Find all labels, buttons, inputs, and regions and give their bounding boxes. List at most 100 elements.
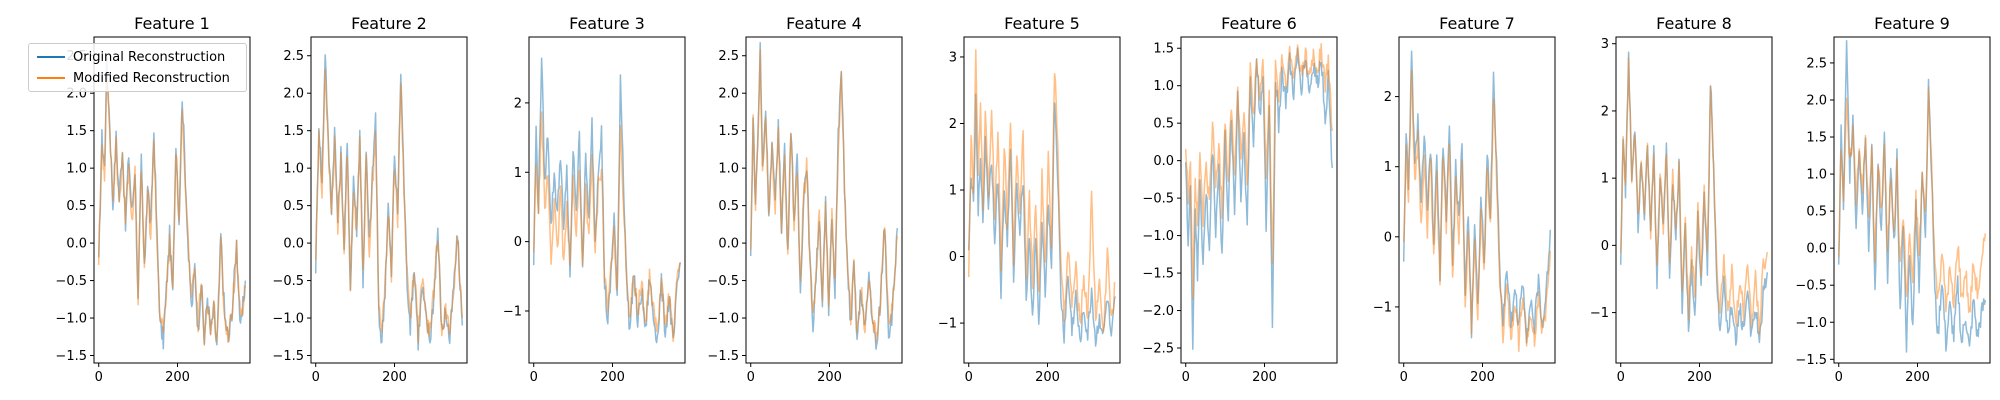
- series-group: [1184, 43, 1334, 351]
- plot-frame: [1833, 36, 1991, 364]
- y-tick-label: −1: [1373, 300, 1392, 315]
- x-tick-label: 0: [1182, 370, 1190, 385]
- series-line-modified: [1619, 56, 1769, 336]
- y-tick-label: −1.5: [707, 349, 739, 364]
- y-tick-label: 1.5: [718, 124, 739, 139]
- y-tick-label: −1: [938, 317, 957, 332]
- x-tick-label: 200: [1905, 370, 1930, 385]
- y-tick-label: 0: [949, 250, 957, 265]
- subplot-title: Feature 8: [1656, 14, 1732, 33]
- y-tick-label: 2.5: [1806, 56, 1827, 71]
- y-tick-label: 1: [1384, 160, 1392, 175]
- series-line-modified: [532, 111, 681, 343]
- series-line-original: [532, 57, 682, 344]
- series-group: [1837, 40, 1987, 353]
- subplot-title: Feature 5: [1004, 14, 1080, 33]
- y-tick-label: 0.5: [1806, 205, 1827, 220]
- y-tick-label: 1.5: [66, 124, 87, 139]
- y-tick-label: −0.5: [1795, 279, 1827, 294]
- subplot-title: Feature 3: [569, 14, 645, 33]
- series-group: [314, 54, 464, 351]
- y-tick-label: −1.0: [1142, 229, 1174, 244]
- y-tick-label: 2: [1384, 90, 1392, 105]
- x-tick-label: 0: [747, 370, 755, 385]
- y-tick-label: 0.0: [283, 237, 304, 252]
- y-tick-label: 1.5: [283, 124, 304, 139]
- y-tick-label: 2.5: [283, 49, 304, 64]
- y-tick-label: 0.5: [718, 199, 739, 214]
- legend-entry-modified: Modified Reconstruction: [37, 69, 230, 87]
- subplot-4: 0 200 −1.5 −1.0 −0.5 0.0 0.5 1.0 1.5 2.0 2.5 Featur…: [707, 14, 903, 385]
- subplot-title: Feature 2: [351, 14, 427, 33]
- series-line-modified: [1837, 86, 1987, 314]
- y-tick-label: 1.5: [1153, 42, 1174, 57]
- subplot-6: 0 200 −2.5 −2.0 −1.5 −1.0 −0.5 0.0 0.5 1.0 1.5 Feat…: [1142, 14, 1338, 385]
- y-tick-label: 2: [514, 96, 522, 111]
- y-tick-label: −1.0: [707, 312, 739, 327]
- x-tick-label: 0: [1400, 370, 1408, 385]
- series-line-original: [1619, 51, 1769, 346]
- y-tick-label: 1.0: [1153, 79, 1174, 94]
- x-tick-label: 200: [382, 370, 407, 385]
- x-tick-label: 200: [600, 370, 625, 385]
- legend-label-modified: Modified Reconstruction: [73, 70, 230, 86]
- series-line-modified: [1184, 43, 1334, 301]
- series-line-modified: [97, 79, 247, 346]
- x-tick-label: 0: [312, 370, 320, 385]
- y-tick-label: −1.5: [55, 349, 87, 364]
- y-tick-label: −1.0: [1795, 316, 1827, 331]
- plot-frame: [528, 36, 686, 364]
- y-tick-label: −2.5: [1142, 342, 1174, 357]
- x-tick-label: 200: [165, 370, 190, 385]
- x-tick-label: 200: [1687, 370, 1712, 385]
- series-line-original: [1837, 40, 1987, 353]
- y-tick-label: −0.5: [707, 274, 739, 289]
- y-tick-label: −1.5: [1795, 353, 1827, 368]
- series-group: [97, 53, 247, 350]
- series-group: [749, 42, 899, 350]
- y-tick-label: 1.0: [718, 162, 739, 177]
- x-tick-label: 200: [1035, 370, 1060, 385]
- series-line-modified: [1402, 69, 1552, 353]
- y-tick-label: 1: [514, 166, 522, 181]
- series-line-modified: [749, 49, 899, 343]
- plot-frame: [1398, 36, 1556, 364]
- x-tick-label: 0: [1617, 370, 1625, 385]
- legend-swatch-modified: [37, 77, 65, 79]
- y-tick-label: 2.0: [283, 87, 304, 102]
- y-tick-label: −2.0: [1142, 304, 1174, 319]
- y-tick-label: 1.5: [1806, 131, 1827, 146]
- series-line-modified: [314, 68, 464, 344]
- subplot-8: 0 200 −1 0 1 2 3 Feature 8: [1590, 14, 1773, 385]
- y-tick-label: 0.0: [1806, 242, 1827, 257]
- subplot-3: 0 200 −1 0 1 2 Feature 3: [503, 14, 686, 385]
- y-tick-label: 1: [1601, 172, 1609, 187]
- subplot-title: Feature 7: [1439, 14, 1515, 33]
- subplot-title: Feature 6: [1221, 14, 1297, 33]
- plot-frame: [310, 36, 468, 364]
- y-tick-label: 0.0: [1153, 154, 1174, 169]
- y-tick-label: 0.5: [66, 199, 87, 214]
- y-tick-label: −1.5: [272, 349, 304, 364]
- plot-frame: [963, 36, 1121, 364]
- y-tick-label: 0.5: [283, 199, 304, 214]
- legend-label-original: Original Reconstruction: [73, 49, 226, 65]
- y-tick-label: 2.5: [718, 49, 739, 64]
- plot-frame: [1615, 36, 1773, 364]
- y-tick-label: 0.0: [66, 237, 87, 252]
- x-tick-label: 0: [1835, 370, 1843, 385]
- y-tick-label: −1.0: [272, 312, 304, 327]
- x-tick-label: 200: [817, 370, 842, 385]
- series-group: [1402, 50, 1552, 353]
- x-tick-label: 200: [1470, 370, 1495, 385]
- subplot-7: 0 200 −1 0 1 2 Feature 7: [1373, 14, 1556, 385]
- subplot-title: Feature 9: [1874, 14, 1950, 33]
- series-line-modified: [967, 49, 1116, 333]
- y-tick-label: 1.0: [1806, 168, 1827, 183]
- y-tick-label: 0: [1601, 239, 1609, 254]
- legend-entry-original: Original Reconstruction: [37, 48, 225, 66]
- y-tick-label: 0.0: [718, 237, 739, 252]
- series-group: [967, 49, 1116, 347]
- subplot-5: 0 200 −1 0 1 2 3 Feature 5: [938, 14, 1121, 385]
